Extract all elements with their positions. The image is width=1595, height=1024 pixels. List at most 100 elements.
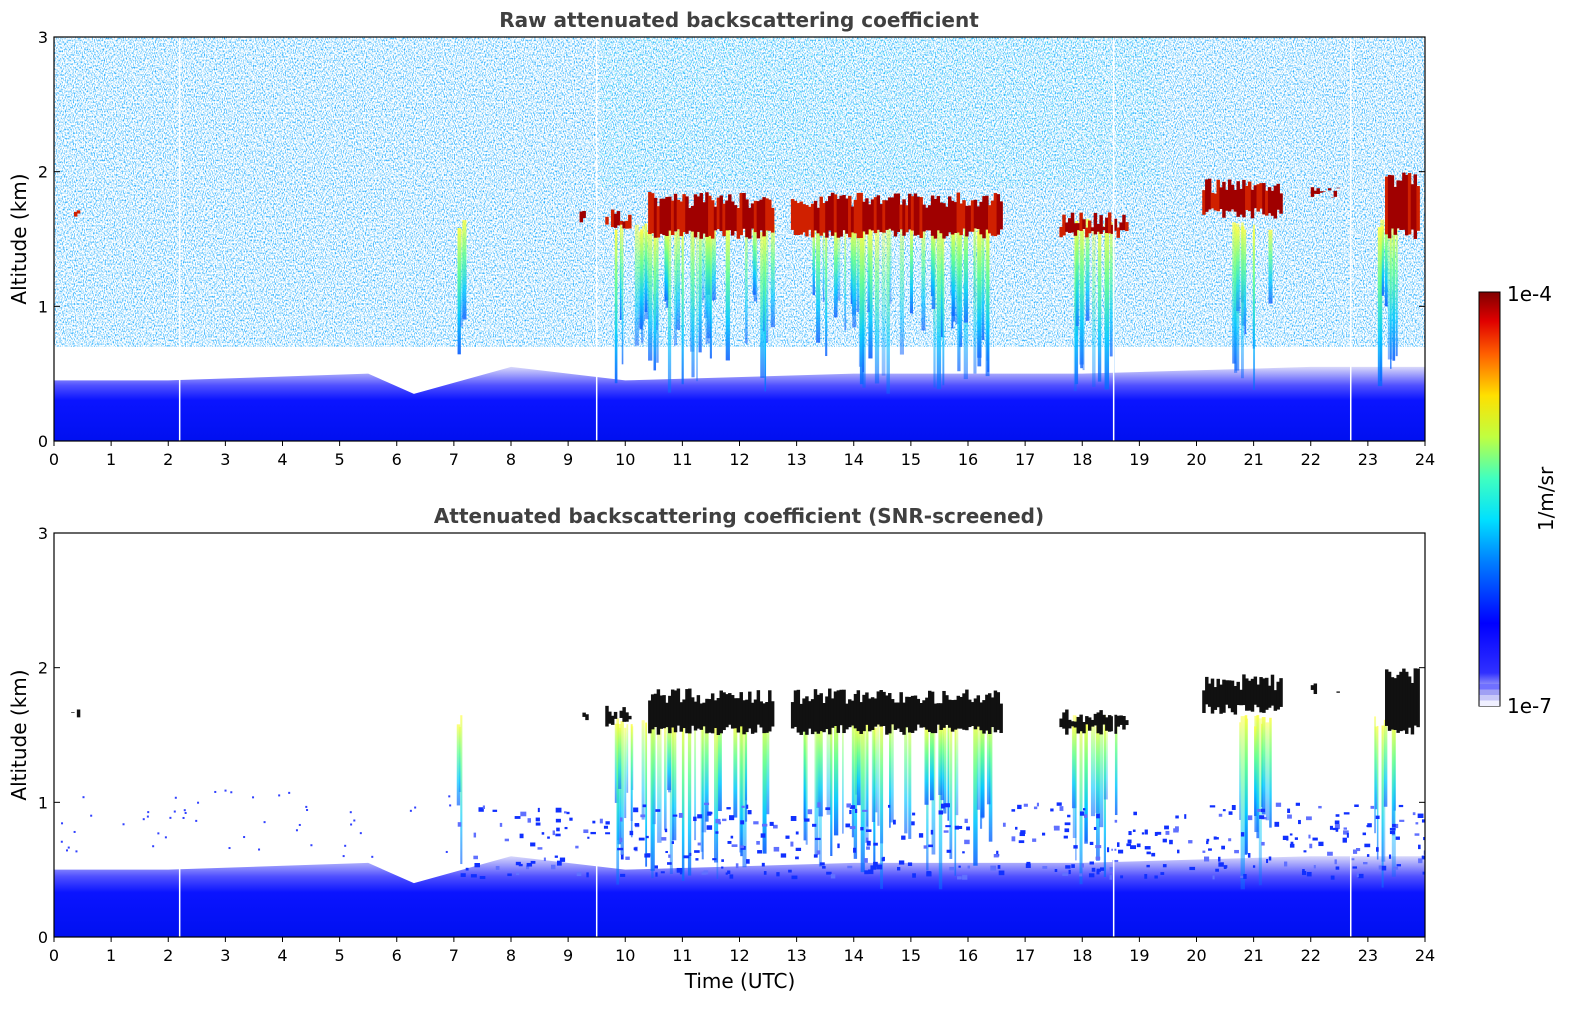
screened-echo — [157, 832, 159, 834]
screened-echo — [697, 814, 702, 818]
screened-echo — [371, 856, 373, 858]
screened-echo — [471, 874, 477, 877]
screened-echo — [147, 816, 149, 818]
screened-echo — [528, 818, 531, 822]
screened-echo — [1218, 857, 1220, 862]
screened-echo — [901, 836, 905, 840]
x-tick-label: 5 — [335, 450, 345, 469]
x-tick-label: 19 — [1129, 946, 1149, 965]
screened-echo — [1092, 868, 1096, 872]
screened-echo — [1060, 806, 1064, 811]
screened-echo — [643, 804, 647, 807]
colorbar-step — [1480, 690, 1500, 696]
screened-echo — [1336, 814, 1340, 817]
screened-echo — [1202, 851, 1205, 853]
virga-streak — [942, 231, 944, 385]
screened-echo — [299, 824, 301, 826]
screened-echo — [520, 812, 526, 817]
y-tick-label: 2 — [38, 163, 48, 182]
cloud-layer — [1322, 191, 1325, 192]
screened-echo — [1261, 842, 1264, 846]
screened-echo — [530, 842, 535, 846]
virga-streak — [763, 230, 765, 331]
screened-echo — [1177, 850, 1179, 854]
y-tick-label: 0 — [38, 928, 48, 947]
screened-echo — [1416, 822, 1419, 824]
screened-echo — [519, 864, 523, 866]
screened-echo — [1376, 847, 1379, 852]
screened-echo — [1073, 845, 1077, 848]
screened-echo — [947, 850, 952, 853]
x-tick-label: 8 — [506, 450, 516, 469]
screened-echo — [788, 870, 792, 873]
virga-streak — [624, 728, 626, 818]
screened-echo — [1213, 875, 1215, 879]
screened-echo — [862, 810, 868, 812]
virga-streak — [460, 715, 462, 864]
virga-streak — [882, 225, 886, 376]
screened-echo — [1071, 864, 1075, 868]
screened-echo — [1390, 831, 1395, 834]
screened-echo — [873, 862, 878, 867]
virga-streak — [818, 723, 822, 817]
virga-streak — [842, 718, 844, 834]
screened-echo — [542, 832, 545, 834]
virga-streak — [1098, 231, 1101, 382]
cloud-layer — [1416, 669, 1419, 728]
panel-top-ylabel: Altitude (km) — [7, 173, 31, 304]
screened-echo — [1234, 850, 1239, 853]
screened-echo — [551, 865, 555, 870]
panel-bottom-xlabel: Time (UTC) — [684, 969, 796, 993]
virga-streak — [1262, 717, 1266, 814]
screened-echo — [1083, 808, 1085, 810]
virga-streak — [668, 727, 671, 792]
virga-streak — [986, 226, 988, 360]
screened-echo — [1344, 827, 1347, 829]
screened-echo — [740, 820, 744, 824]
screened-echo — [605, 821, 609, 824]
screened-echo — [474, 863, 480, 867]
screened-echo — [746, 805, 748, 809]
screened-echo — [928, 845, 933, 848]
screened-echo — [350, 823, 352, 825]
screened-echo — [147, 811, 149, 813]
screened-echo — [1418, 845, 1421, 849]
screened-echo — [1118, 850, 1123, 854]
screened-echo — [1240, 876, 1243, 878]
screened-echo — [847, 866, 852, 868]
virga-streak — [740, 720, 742, 856]
screened-echo — [536, 818, 540, 822]
virga-streak — [771, 224, 775, 327]
screened-echo — [556, 819, 561, 823]
screened-echo — [1418, 814, 1424, 818]
screened-echo — [360, 832, 362, 834]
screened-echo — [897, 867, 900, 870]
screened-echo — [1042, 833, 1045, 836]
x-tick-label: 22 — [1301, 450, 1321, 469]
virga-streak — [1092, 230, 1095, 387]
cloud-layer — [1125, 720, 1128, 725]
screened-echo — [1065, 865, 1070, 868]
virga-streak — [957, 221, 960, 372]
screened-echo — [939, 810, 943, 814]
screened-echo — [741, 806, 744, 808]
screened-echo — [1261, 809, 1265, 812]
screened-echo — [731, 836, 734, 839]
screened-echo — [812, 824, 816, 827]
screened-echo — [1094, 827, 1097, 830]
screened-echo — [1110, 875, 1113, 880]
screened-echo — [520, 834, 524, 839]
screened-echo — [1399, 820, 1404, 822]
screened-echo — [1215, 837, 1219, 839]
screened-echo — [1133, 830, 1136, 832]
screened-echo — [1371, 806, 1375, 809]
cloud-layer — [999, 704, 1002, 733]
x-tick-label: 23 — [1358, 450, 1378, 469]
screened-echo — [860, 827, 863, 830]
virga-streak — [1392, 724, 1395, 836]
screened-echo — [831, 874, 835, 878]
screened-echo — [1223, 809, 1226, 811]
virga-streak — [1099, 719, 1103, 827]
virga-streak — [714, 726, 718, 862]
screened-echo — [748, 810, 752, 814]
